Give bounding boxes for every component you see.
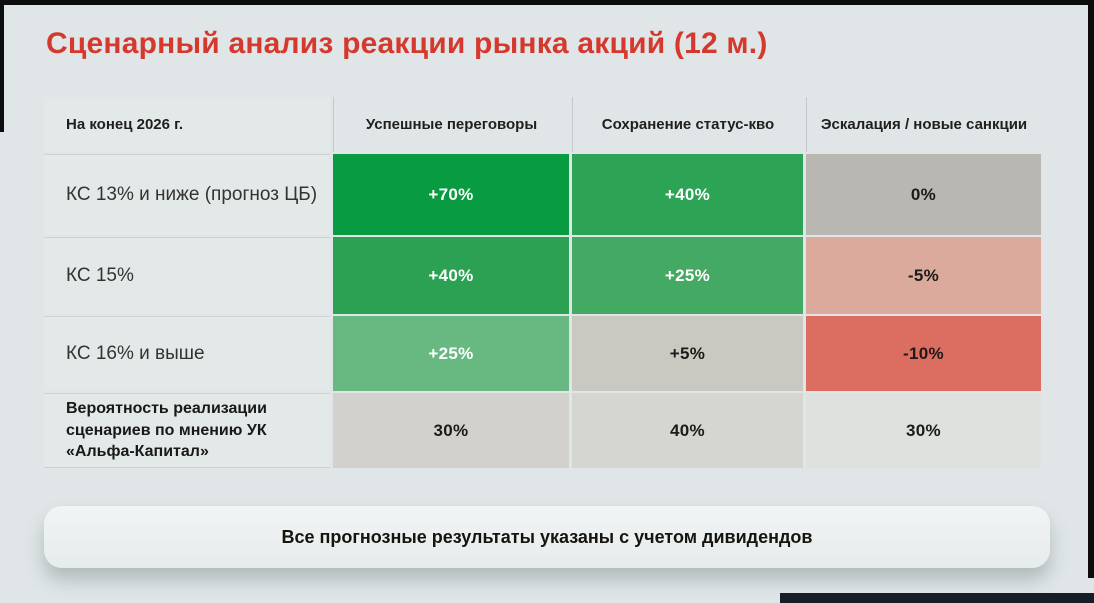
- value-cell: -5%: [806, 237, 1041, 314]
- frame-top-bar: [0, 0, 1094, 5]
- value-cell: 0%: [806, 154, 1041, 235]
- footnote-pill: Все прогнозные результаты указаны с учет…: [44, 506, 1050, 568]
- frame-right-strip: [1088, 0, 1094, 578]
- value-cell: +25%: [572, 237, 803, 314]
- frame-bottom-right-bar: [780, 593, 1094, 603]
- probability-cell: 30%: [806, 393, 1041, 468]
- row-label-ks13: КС 13% и ниже (прогноз ЦБ): [44, 154, 330, 235]
- column-header-escalation: Эскалация / новые санкции: [806, 97, 1041, 152]
- value-cell: +40%: [572, 154, 803, 235]
- page-title: Сценарный анализ реакции рынка акций (12…: [46, 27, 768, 60]
- row-label-probability: Вероятность реализации сценариев по мнен…: [44, 393, 330, 468]
- column-header-successful-talks: Успешные переговоры: [333, 97, 569, 152]
- probability-cell: 40%: [572, 393, 803, 468]
- value-cell: +5%: [572, 316, 803, 391]
- value-cell: +40%: [333, 237, 569, 314]
- value-cell: -10%: [806, 316, 1041, 391]
- frame-left-strip: [0, 0, 4, 132]
- value-cell: +25%: [333, 316, 569, 391]
- column-header-status-quo: Сохранение статус-кво: [572, 97, 803, 152]
- row-label-ks16: КС 16% и выше: [44, 316, 330, 391]
- corner-header: На конец 2026 г.: [44, 97, 330, 152]
- probability-cell: 30%: [333, 393, 569, 468]
- scenario-table: На конец 2026 г. Успешные переговоры Сох…: [44, 97, 1041, 468]
- row-label-ks15: КС 15%: [44, 237, 330, 314]
- value-cell: +70%: [333, 154, 569, 235]
